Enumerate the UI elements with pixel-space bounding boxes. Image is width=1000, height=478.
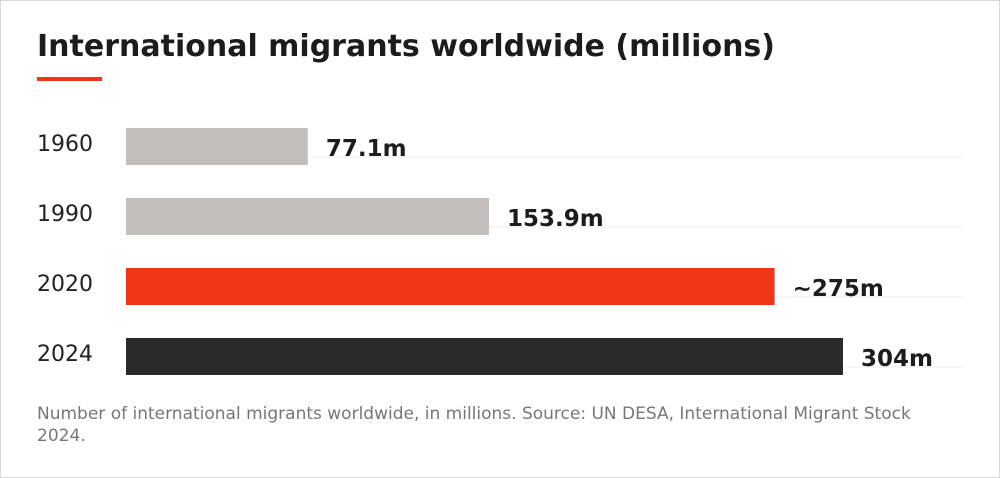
bar-2020 (126, 268, 775, 305)
data-label-2020: ~275m (793, 276, 884, 302)
category-label-2020: 2020 (37, 272, 93, 297)
data-label-1960: 77.1m (326, 136, 407, 162)
bar-chart: 1960 77.1m 1990 153.9m 2020 ~275m 2024 304m (37, 128, 964, 375)
category-label-2024: 2024 (37, 342, 93, 367)
title-accent-rule (37, 77, 102, 81)
bars-layer: 1960 77.1m 1990 153.9m 2020 ~275m 2024 304m (37, 128, 964, 375)
category-label-1960: 1960 (37, 132, 93, 157)
category-label-1990: 1990 (37, 202, 93, 227)
bar-1960 (126, 128, 308, 165)
bar-1990 (126, 198, 489, 235)
chart-title: International migrants worldwide (millio… (37, 29, 776, 64)
data-label-2024: 304m (861, 346, 933, 372)
data-label-1990: 153.9m (507, 206, 604, 232)
bar-2024 (126, 338, 843, 375)
chart-source-note: Number of international migrants worldwi… (37, 404, 911, 446)
